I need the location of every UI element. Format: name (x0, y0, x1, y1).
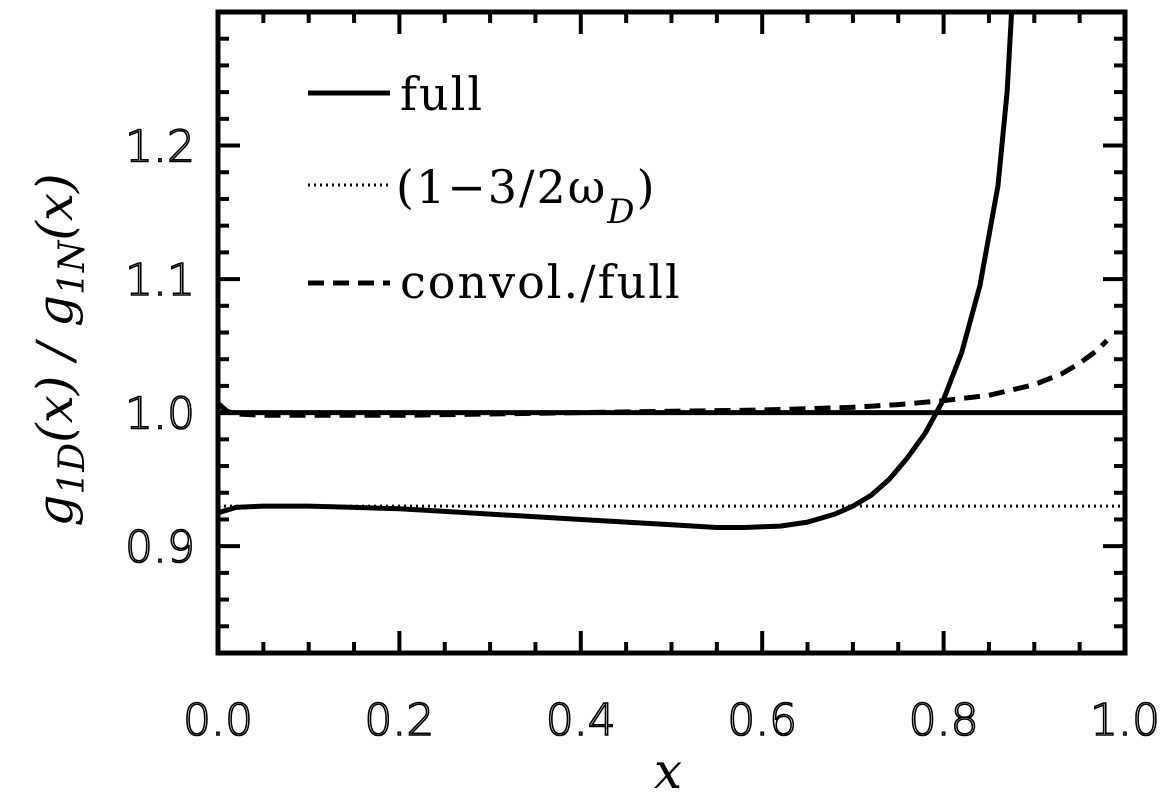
y-tick-label: 1.1 (125, 255, 195, 306)
ticks-layer (216, 10, 1127, 655)
x-tick-label: 0.8 (909, 695, 979, 746)
legend-label-dotted-main: (1−3/2ω (396, 160, 607, 214)
legend: full (1−3/2ωD) convol./full (308, 67, 682, 309)
x-tick-label: 1.0 (1090, 695, 1160, 746)
y-axis-title-sep: / (26, 327, 84, 376)
x-tick-label: 0.2 (364, 695, 434, 746)
y-axis-title-right-sub: 1N (52, 239, 93, 295)
y-axis-title-right-arg: (x) (26, 173, 84, 240)
legend-label-dotted-suffix: ) (637, 160, 657, 214)
x-tick-label: 0.4 (546, 695, 616, 746)
legend-label-full: full (400, 67, 484, 121)
series-line-solid-0 (218, 12, 1015, 530)
series-line-dashed-3 (218, 338, 1109, 418)
legend-label-dotted: (1−3/2ωD) (396, 160, 657, 232)
y-axis-title: g1D(x) / g1N(x) (26, 173, 93, 526)
y-tick-label: 0.9 (125, 522, 195, 573)
x-tick-label: 0.0 (183, 695, 253, 746)
y-tick-label: 1.0 (125, 389, 195, 440)
y-axis-title-left-arg: (x) (26, 376, 84, 443)
series-layer (218, 12, 1125, 530)
labels-layer: 0.0 0.2 0.4 0.6 0.8 1.0 0.9 1.0 1.1 1.2 (124, 121, 1161, 747)
legend-label-dashed: convol./full (400, 255, 682, 309)
legend-label-dotted-sub: D (606, 192, 636, 232)
y-axis-title-right: g (26, 295, 84, 327)
x-tick-label: 0.6 (727, 695, 797, 746)
y-tick-label: 1.2 (125, 122, 195, 173)
y-axis-title-left: g (26, 495, 84, 527)
y-axis-title-left-sub: 1D (52, 443, 93, 495)
x-axis-title: x (654, 742, 682, 800)
plot-frame (215, 9, 1128, 656)
